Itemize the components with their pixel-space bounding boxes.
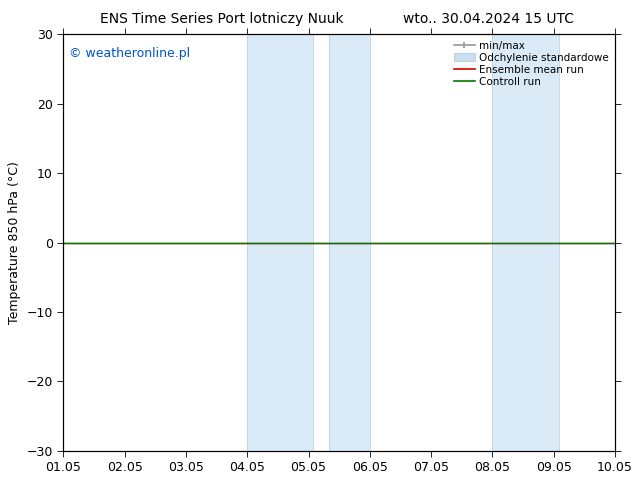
Text: wto.. 30.04.2024 15 UTC: wto.. 30.04.2024 15 UTC: [403, 12, 574, 26]
Y-axis label: Temperature 850 hPa (°C): Temperature 850 hPa (°C): [8, 161, 21, 324]
Text: © weatheronline.pl: © weatheronline.pl: [69, 47, 190, 60]
Text: ENS Time Series Port lotniczy Nuuk: ENS Time Series Port lotniczy Nuuk: [100, 12, 344, 26]
Bar: [247, 34, 313, 451]
Bar: [493, 34, 559, 451]
Legend: min/max, Odchylenie standardowe, Ensemble mean run, Controll run: min/max, Odchylenie standardowe, Ensembl…: [450, 36, 613, 91]
Bar: [329, 34, 370, 451]
